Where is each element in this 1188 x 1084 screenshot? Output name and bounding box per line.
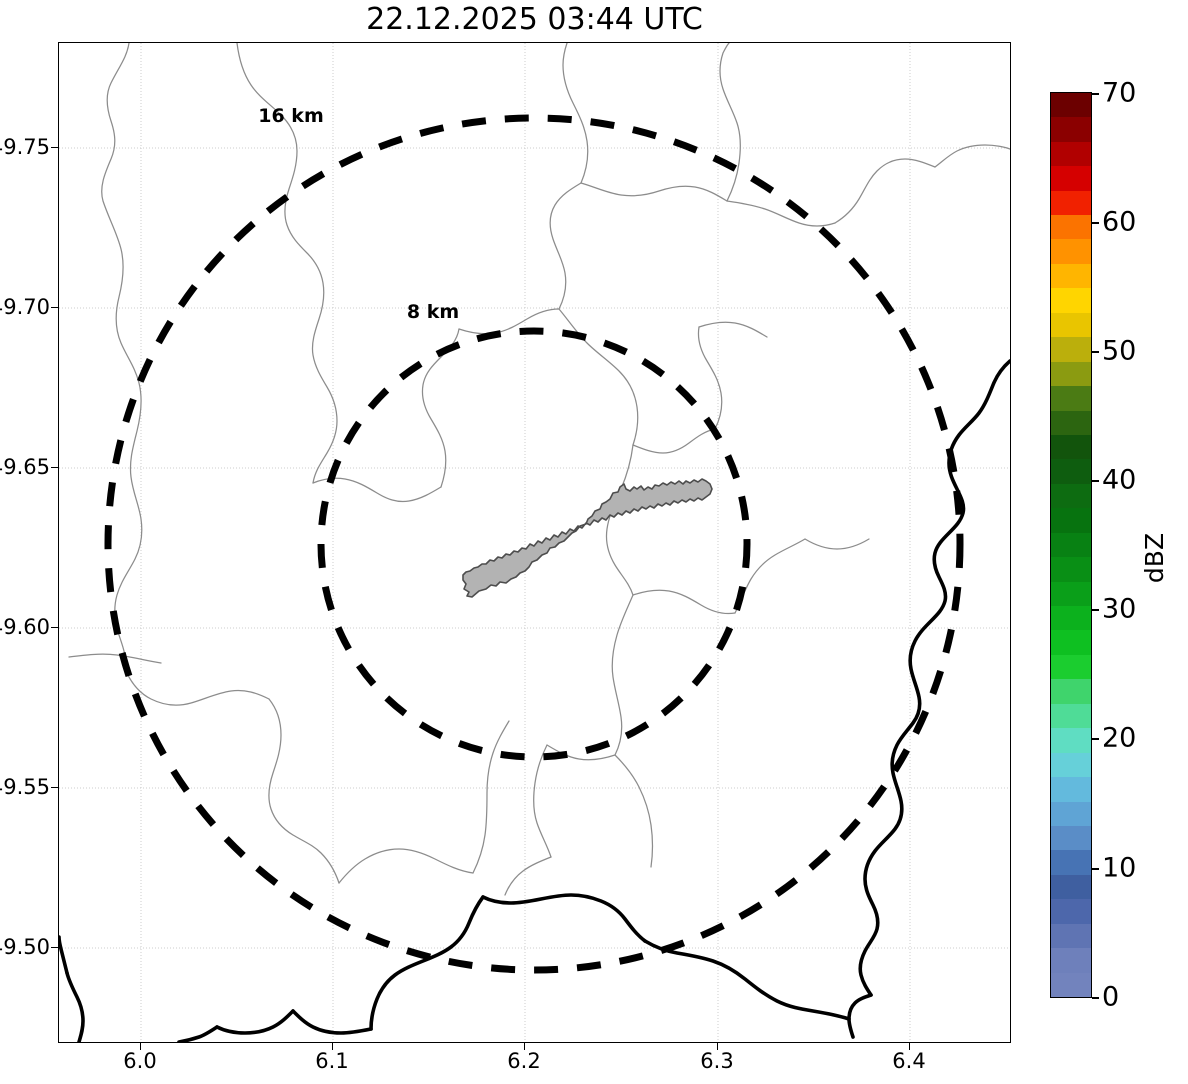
colorbar-band <box>1051 679 1091 704</box>
colorbar-band <box>1051 312 1091 338</box>
colorbar-tick-label: 0 <box>1102 981 1120 1013</box>
colorbar-band <box>1051 141 1091 167</box>
colorbar-band <box>1051 361 1091 387</box>
colorbar-tick-label: 20 <box>1102 722 1137 754</box>
colorbar-band <box>1051 703 1091 729</box>
colorbar-band <box>1051 581 1091 606</box>
y-tick-label: 49.55 <box>0 775 50 799</box>
colorbar-band <box>1051 752 1091 778</box>
colorbar-band <box>1051 972 1091 997</box>
range-rings <box>104 114 964 974</box>
colorbar-band <box>1051 337 1091 362</box>
colorbar-band <box>1051 483 1091 509</box>
x-tick-label: 6.3 <box>700 1049 734 1073</box>
admin-boundaries <box>68 43 1010 896</box>
x-tick-label: 6.0 <box>123 1049 157 1073</box>
colorbar-band <box>1051 777 1091 802</box>
colorbar-band <box>1051 386 1091 411</box>
x-tick-label: 6.4 <box>892 1049 926 1073</box>
colorbar-axis-label: dBZ <box>1140 532 1169 584</box>
colorbar-band <box>1051 166 1091 191</box>
colorbar-tick-label: 10 <box>1102 852 1137 884</box>
colorbar-tick-label: 70 <box>1102 77 1137 109</box>
colorbar-band <box>1051 825 1091 851</box>
colorbar-band <box>1051 92 1091 118</box>
y-tick-label: 49.60 <box>0 615 50 639</box>
colorbar-band <box>1051 190 1091 215</box>
colorbar-band <box>1051 434 1091 460</box>
colorbar-tick-label: 50 <box>1102 335 1137 367</box>
y-tick-label: 49.65 <box>0 455 50 479</box>
colorbar-band <box>1051 288 1091 313</box>
y-tick-label: 49.70 <box>0 295 50 319</box>
y-tick-label: 49.50 <box>0 935 50 959</box>
colorbar-band <box>1051 532 1091 558</box>
colorbar-band <box>1051 410 1091 435</box>
colorbar-tick-label: 60 <box>1102 206 1137 238</box>
colorbar-band <box>1051 630 1091 655</box>
colorbar-band <box>1051 117 1091 142</box>
map-plot-area[interactable]: 16 km 8 km <box>58 42 1011 1043</box>
colorbar-band <box>1051 801 1091 826</box>
colorbar-band <box>1051 948 1091 973</box>
colorbar-band <box>1051 508 1091 533</box>
colorbar-tick-label: 40 <box>1102 464 1137 496</box>
x-tick-label: 6.1 <box>315 1049 349 1073</box>
range-ring-16km <box>104 114 964 974</box>
colorbar-band <box>1051 263 1091 289</box>
colorbar-tick-label: 30 <box>1102 593 1137 625</box>
colorbar-band <box>1051 459 1091 484</box>
page-title: 22.12.2025 03:44 UTC <box>366 2 703 37</box>
y-tick-label: 49.75 <box>0 135 50 159</box>
colorbar-band <box>1051 850 1091 875</box>
grid-lines <box>59 43 1010 1042</box>
colorbar-band <box>1051 923 1091 949</box>
colorbar-band <box>1051 899 1091 924</box>
colorbar-band <box>1051 606 1091 631</box>
national-border <box>59 359 1010 1042</box>
range-ring-label-8km: 8 km <box>407 301 459 323</box>
colorbar-band <box>1051 874 1091 900</box>
range-ring-label-16km: 16 km <box>258 105 324 127</box>
city-polygon <box>462 478 713 598</box>
colorbar-band <box>1051 239 1091 264</box>
range-ring-8km <box>317 327 751 761</box>
colorbar-band <box>1051 215 1091 240</box>
colorbar-band <box>1051 728 1091 753</box>
colorbar-band <box>1051 654 1091 680</box>
colorbar-band <box>1051 557 1091 582</box>
x-tick-label: 6.2 <box>507 1049 541 1073</box>
dbz-colorbar[interactable] <box>1050 92 1092 998</box>
